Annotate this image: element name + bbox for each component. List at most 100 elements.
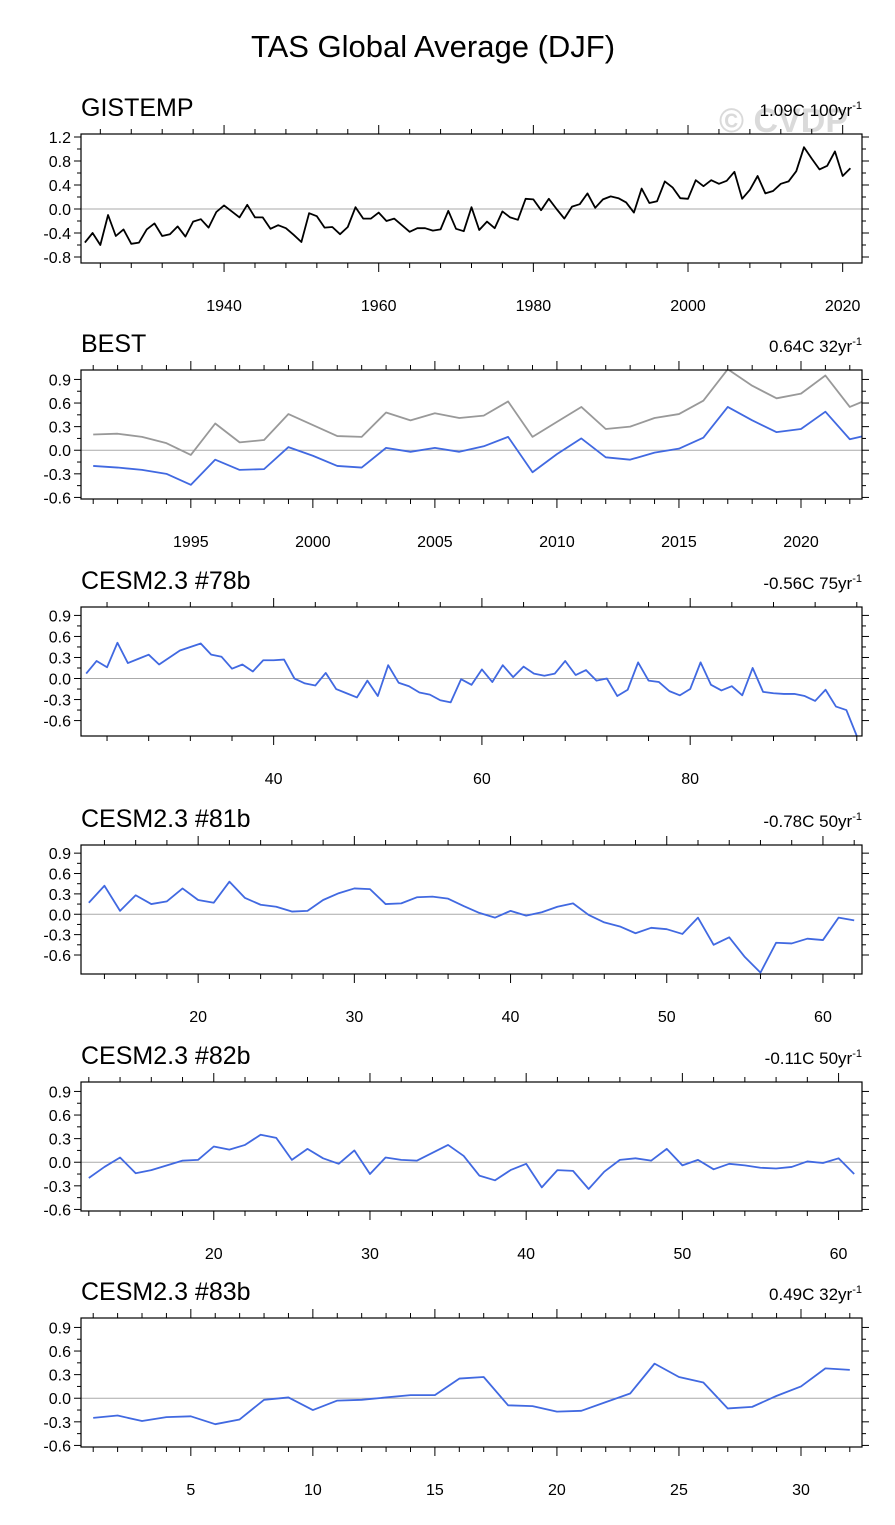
x-tick-label: 80 bbox=[681, 771, 699, 788]
y-tick-label: -0.6 bbox=[43, 948, 71, 965]
x-tick-label: 2020 bbox=[825, 298, 861, 315]
trend-value: 1.09C 100yr bbox=[760, 101, 853, 120]
y-tick-label: 0.6 bbox=[49, 1108, 71, 1125]
trend-superscript: -1 bbox=[852, 1048, 862, 1060]
trend-label: 0.49C 32yr-1 bbox=[769, 1284, 862, 1304]
trend-value: 0.49C 32yr bbox=[769, 1285, 852, 1304]
x-tick-label: 2000 bbox=[295, 534, 331, 551]
x-tick-label: 30 bbox=[792, 1482, 810, 1499]
y-tick-label: 0.9 bbox=[49, 846, 71, 863]
chart-panel-6: CESM2.3 #83b 0.49C 32yr-1 -0.6 -0.3 0.0 0.3 0.… bbox=[43, 1278, 869, 1499]
y-tick-label: 0.6 bbox=[49, 396, 71, 413]
y-tick-label: 0.0 bbox=[49, 907, 71, 924]
x-tick-label: 40 bbox=[517, 1246, 535, 1263]
chart-panel-2: BEST 0.64C 32yr-1 -0.6 -0.3 0.0 0.3 0.6 0.9 1995… bbox=[43, 330, 869, 551]
series-line-1 bbox=[93, 406, 862, 486]
x-tick-label: 10 bbox=[304, 1482, 322, 1499]
y-tick-label: 0.3 bbox=[49, 887, 71, 904]
chart-panel-1: GISTEMP 1.09C 100yr-1 -0.8 -0.4 0.0 0.4 0.8 1.2… bbox=[43, 94, 869, 315]
x-tick-label: 30 bbox=[361, 1246, 379, 1263]
y-tick-label: 0.9 bbox=[49, 372, 71, 389]
y-tick-label: 0.0 bbox=[49, 1391, 71, 1408]
x-tick-label: 60 bbox=[830, 1246, 848, 1263]
y-tick-label: 0.6 bbox=[49, 629, 71, 646]
series-line-2 bbox=[93, 370, 862, 456]
chart-panel-5: CESM2.3 #82b -0.11C 50yr-1 -0.6 -0.3 0.0 0.3 0… bbox=[43, 1042, 869, 1263]
plot-frame bbox=[80, 606, 863, 737]
plot-frame bbox=[80, 133, 863, 264]
series-line-1 bbox=[88, 1133, 855, 1190]
x-tick-label: 1940 bbox=[206, 298, 242, 315]
x-tick-label: 40 bbox=[265, 771, 283, 788]
x-tick-label: 5 bbox=[186, 1482, 195, 1499]
y-tick-label: -0.6 bbox=[43, 490, 71, 507]
y-tick-label: -0.3 bbox=[43, 693, 71, 710]
panel-title: CESM2.3 #78b bbox=[81, 567, 251, 595]
x-tick-label: 20 bbox=[189, 1009, 207, 1026]
x-tick-label: 2000 bbox=[670, 298, 706, 315]
y-tick-label: 0.3 bbox=[49, 1132, 71, 1149]
panel-title: BEST bbox=[81, 330, 146, 358]
trend-superscript: -1 bbox=[852, 573, 862, 585]
y-tick-label: 0.6 bbox=[49, 1344, 71, 1361]
x-tick-label: 2005 bbox=[417, 534, 453, 551]
y-tick-label: 0.9 bbox=[49, 1320, 71, 1337]
trend-superscript: -1 bbox=[852, 100, 862, 112]
y-tick-label: 0.9 bbox=[49, 608, 71, 625]
x-tick-label: 20 bbox=[205, 1246, 223, 1263]
x-tick-label: 50 bbox=[658, 1009, 676, 1026]
y-tick-label: -0.6 bbox=[43, 1438, 71, 1455]
y-tick-label: 0.3 bbox=[49, 650, 71, 667]
series-line-1 bbox=[84, 146, 852, 246]
plot-frame bbox=[80, 1081, 863, 1212]
x-tick-label: 1960 bbox=[361, 298, 397, 315]
trend-superscript: -1 bbox=[852, 811, 862, 823]
x-tick-label: 1995 bbox=[173, 534, 209, 551]
y-tick-label: -0.6 bbox=[43, 714, 71, 731]
series-line-1 bbox=[88, 880, 855, 974]
x-tick-label: 60 bbox=[814, 1009, 832, 1026]
y-tick-label: -0.3 bbox=[43, 467, 71, 484]
y-tick-label: 0.0 bbox=[49, 202, 71, 219]
y-tick-label: -0.6 bbox=[43, 1202, 71, 1219]
x-tick-label: 50 bbox=[673, 1246, 691, 1263]
trend-superscript: -1 bbox=[852, 336, 862, 348]
y-tick-label: -0.3 bbox=[43, 1415, 71, 1432]
panel-title: CESM2.3 #82b bbox=[81, 1042, 251, 1070]
y-tick-label: -0.4 bbox=[43, 226, 71, 243]
trend-value: -0.56C 75yr bbox=[763, 574, 852, 593]
trend-label: -0.11C 50yr-1 bbox=[765, 1048, 862, 1068]
y-tick-label: 0.0 bbox=[49, 1155, 71, 1172]
chart-panel-4: CESM2.3 #81b -0.78C 50yr-1 -0.6 -0.3 0.0 0.3 0… bbox=[43, 805, 869, 1026]
panel-title: GISTEMP bbox=[81, 94, 194, 122]
trend-value: -0.78C 50yr bbox=[763, 812, 852, 831]
series-line-1 bbox=[85, 641, 858, 736]
x-tick-label: 2015 bbox=[661, 534, 697, 551]
trend-superscript: -1 bbox=[852, 1284, 862, 1296]
y-tick-label: 0.6 bbox=[49, 867, 71, 884]
trend-label: 0.64C 32yr-1 bbox=[769, 336, 862, 356]
x-tick-label: 40 bbox=[502, 1009, 520, 1026]
figure-title: TAS Global Average (DJF) bbox=[251, 29, 615, 64]
y-tick-label: 0.3 bbox=[49, 420, 71, 437]
panel-title: CESM2.3 #81b bbox=[81, 805, 251, 833]
x-tick-label: 60 bbox=[473, 771, 491, 788]
x-tick-label: 2010 bbox=[539, 534, 575, 551]
trend-label: -0.78C 50yr-1 bbox=[763, 811, 862, 831]
y-tick-label: -0.3 bbox=[43, 1179, 71, 1196]
y-tick-label: -0.3 bbox=[43, 928, 71, 945]
trend-label: -0.56C 75yr-1 bbox=[763, 573, 862, 593]
series-line-1 bbox=[93, 1362, 850, 1426]
y-tick-label: 0.9 bbox=[49, 1084, 71, 1101]
y-tick-label: 0.0 bbox=[49, 672, 71, 689]
y-tick-label: 0.8 bbox=[49, 154, 71, 171]
trend-label: 1.09C 100yr-1 bbox=[760, 100, 862, 120]
x-tick-label: 2020 bbox=[783, 534, 819, 551]
y-tick-label: 0.0 bbox=[49, 443, 71, 460]
chart-panel-3: CESM2.3 #78b -0.56C 75yr-1 -0.6 -0.3 0.0 0.3 0… bbox=[43, 567, 869, 788]
x-tick-label: 30 bbox=[345, 1009, 363, 1026]
y-tick-label: -0.8 bbox=[43, 250, 71, 267]
panel-title: CESM2.3 #83b bbox=[81, 1278, 251, 1306]
y-tick-label: 0.4 bbox=[49, 178, 71, 195]
